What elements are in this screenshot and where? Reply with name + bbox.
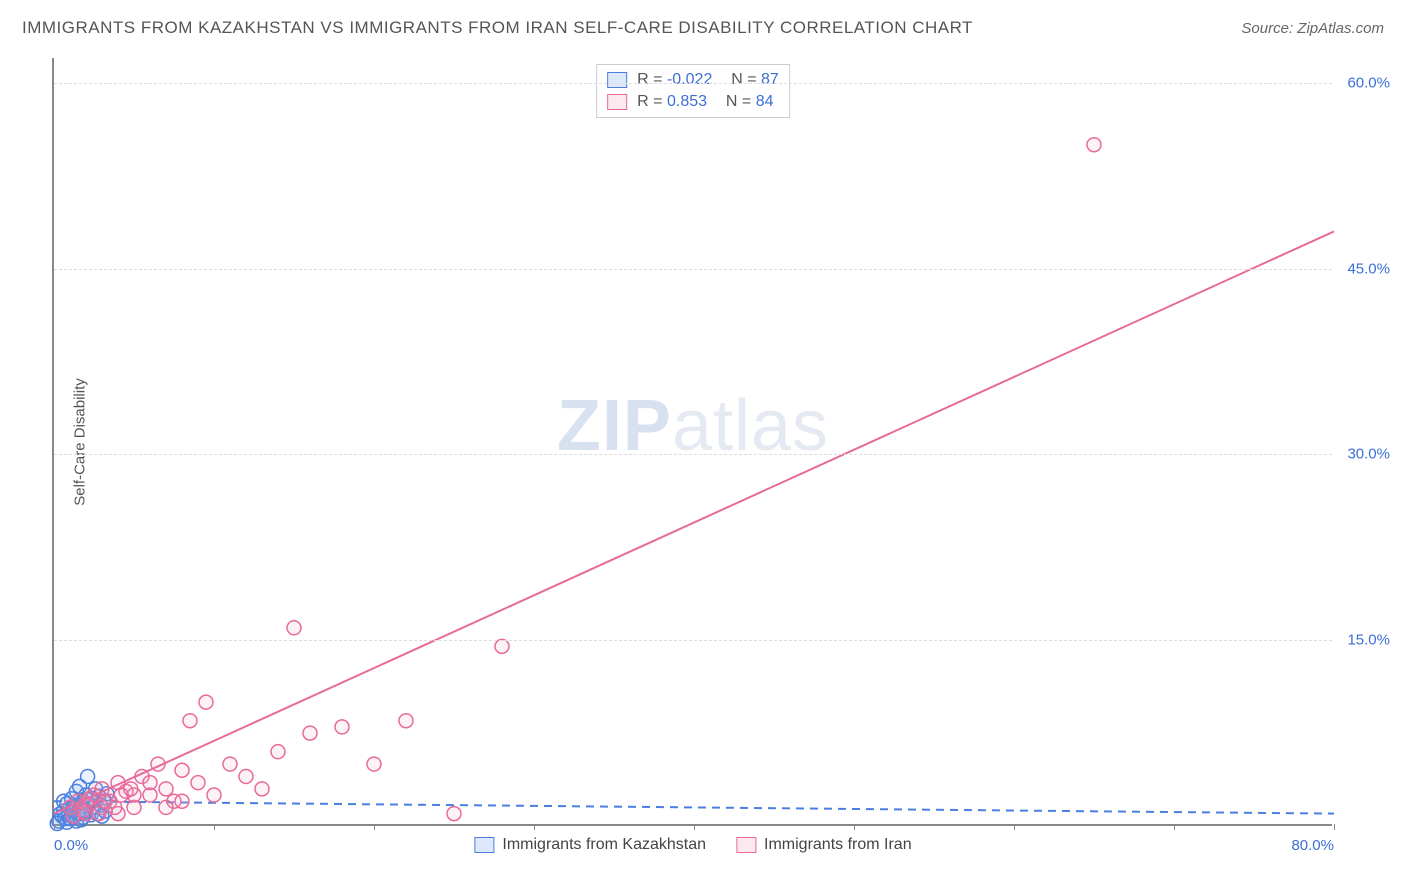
data-point xyxy=(447,807,461,821)
data-point xyxy=(1087,138,1101,152)
y-tick-label: 60.0% xyxy=(1347,74,1390,91)
chart-area: Self-Care Disability ZIPatlas R = -0.022… xyxy=(52,58,1382,826)
x-tick xyxy=(854,824,855,830)
x-tick xyxy=(534,824,535,830)
gridline-h xyxy=(54,640,1332,641)
data-point xyxy=(159,782,173,796)
gridline-h xyxy=(54,269,1332,270)
data-point xyxy=(287,621,301,635)
plot-region: ZIPatlas R = -0.022 N = 87R = 0.853 N = … xyxy=(52,58,1332,826)
data-point xyxy=(207,788,221,802)
data-point xyxy=(399,714,413,728)
source-value: ZipAtlas.com xyxy=(1297,20,1384,37)
legend-swatch xyxy=(736,837,756,853)
x-tick xyxy=(54,824,55,830)
data-point xyxy=(255,782,269,796)
data-point xyxy=(303,726,317,740)
trend-line xyxy=(54,801,1334,813)
legend-stat-row: R = 0.853 N = 84 xyxy=(607,91,779,113)
source-label: Source: xyxy=(1241,20,1293,37)
x-tick-label: 80.0% xyxy=(1291,837,1334,854)
header: IMMIGRANTS FROM KAZAKHSTAN VS IMMIGRANTS… xyxy=(22,18,1384,38)
gridline-h xyxy=(54,83,1332,84)
legend-r: R = 0.853 xyxy=(637,93,707,111)
legend-r: R = -0.022 xyxy=(637,71,712,89)
data-point xyxy=(239,769,253,783)
legend-stats: R = -0.022 N = 87R = 0.853 N = 84 xyxy=(596,64,790,118)
legend-series: Immigrants from Kazakhstan Immigrants fro… xyxy=(474,836,911,854)
legend-stat-row: R = -0.022 N = 87 xyxy=(607,69,779,91)
legend-series-label: Immigrants from Iran xyxy=(764,836,912,854)
data-point xyxy=(223,757,237,771)
y-tick-label: 15.0% xyxy=(1347,632,1390,649)
data-point xyxy=(175,794,189,808)
data-point xyxy=(124,782,138,796)
legend-series-item: Immigrants from Iran xyxy=(736,836,912,854)
data-point xyxy=(50,817,64,831)
chart-title: IMMIGRANTS FROM KAZAKHSTAN VS IMMIGRANTS… xyxy=(22,18,973,38)
y-tick-label: 45.0% xyxy=(1347,260,1390,277)
legend-swatch xyxy=(607,94,627,110)
data-point xyxy=(495,639,509,653)
data-point xyxy=(191,776,205,790)
x-tick xyxy=(694,824,695,830)
legend-swatch xyxy=(474,837,494,853)
legend-series-label: Immigrants from Kazakhstan xyxy=(502,836,706,854)
x-tick-label: 0.0% xyxy=(54,837,88,854)
data-point xyxy=(81,769,95,783)
data-point xyxy=(159,800,173,814)
data-point xyxy=(143,776,157,790)
legend-series-item: Immigrants from Kazakhstan xyxy=(474,836,706,854)
legend-swatch xyxy=(607,72,627,88)
trend-line xyxy=(54,231,1334,813)
data-point xyxy=(271,745,285,759)
x-tick xyxy=(1014,824,1015,830)
data-point xyxy=(367,757,381,771)
gridline-h xyxy=(54,454,1332,455)
source-attribution: Source: ZipAtlas.com xyxy=(1241,20,1384,37)
chart-svg xyxy=(54,58,1332,824)
y-tick-label: 30.0% xyxy=(1347,446,1390,463)
x-tick xyxy=(374,824,375,830)
x-tick xyxy=(1334,824,1335,830)
x-tick xyxy=(1174,824,1175,830)
legend-n: N = 87 xyxy=(722,71,778,89)
data-point xyxy=(183,714,197,728)
data-point xyxy=(199,695,213,709)
x-tick xyxy=(214,824,215,830)
legend-n: N = 84 xyxy=(717,93,773,111)
data-point xyxy=(335,720,349,734)
data-point xyxy=(175,763,189,777)
